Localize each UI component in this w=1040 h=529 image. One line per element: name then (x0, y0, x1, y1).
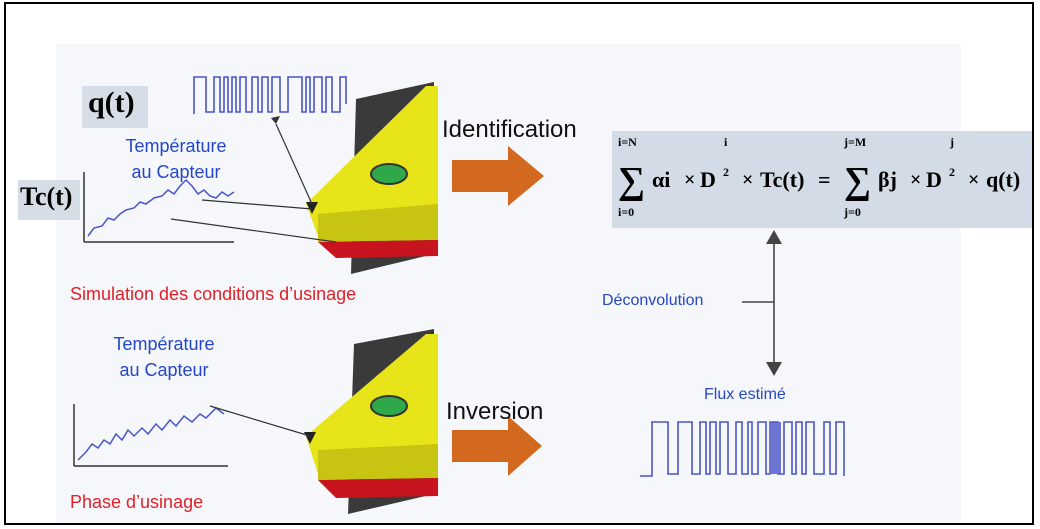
top-tool-graphic (170, 82, 438, 274)
bottom-temperature-plot (73, 404, 228, 467)
rhs-times-1: × (910, 169, 922, 191)
identification-arrow (452, 146, 544, 206)
top-temperature-label-line1: Température (125, 136, 227, 156)
rhs-exponent-num: j (950, 135, 954, 149)
tc-label-box (18, 180, 80, 220)
equals-sign: = (818, 167, 831, 192)
machining-phase-caption: Phase d’usinage (70, 492, 204, 512)
bottom-temperature-label-line2: au Capteur (119, 360, 209, 380)
lhs-exponent-num: i (724, 135, 728, 149)
rhs-term: q(t) (986, 167, 1021, 192)
lhs-times-1: × (684, 169, 696, 191)
q-label: q(t) (88, 86, 135, 119)
q-label-box (82, 86, 148, 128)
lhs-operator-d: D (700, 167, 716, 192)
bottom-tool-graphic (209, 329, 438, 514)
estimated-flux-label: Flux estimé (704, 386, 786, 403)
rhs-sum-lower: j=0 (844, 205, 861, 219)
estimated-flux-dense-segment (771, 422, 781, 474)
top-temperature-plot (83, 172, 235, 243)
lhs-sum-symbol: ∑ (618, 160, 646, 202)
identification-label: Identification (442, 116, 577, 143)
tc-label: Tc(t) (20, 182, 73, 211)
rhs-operator-d: D (926, 167, 942, 192)
simulation-caption: Simulation des conditions d’usinage (70, 284, 357, 304)
rhs-sum-upper: j=M (844, 135, 867, 149)
rhs-sum-symbol: ∑ (844, 160, 872, 202)
estimated-flux-signal (640, 421, 845, 477)
lhs-sum-lower: i=0 (618, 205, 635, 219)
rhs-exponent-den: 2 (949, 165, 955, 179)
input-flux-signal (193, 76, 347, 114)
lhs-coefficient: αi (652, 167, 671, 192)
lhs-exponent-den: 2 (723, 165, 729, 179)
lhs-sum-upper: i=N (618, 135, 637, 149)
rhs-coefficient: βj (878, 167, 897, 192)
figure-frame: q(t) Tc(t) Température au Capteur Simula… (4, 2, 1034, 525)
deconvolution-label: Déconvolution (602, 292, 704, 309)
deconvolution-arrow (742, 230, 782, 376)
transfer-equation: i=N ∑ i=0 αi × D i 2 × Tc(t) = j=M ∑ j=0… (612, 131, 1032, 228)
rhs-times-2: × (968, 169, 980, 191)
diagram-graphics (73, 76, 845, 514)
lhs-times-2: × (742, 169, 754, 191)
inversion-arrow (452, 416, 542, 476)
inversion-label: Inversion (446, 398, 544, 425)
bottom-temperature-label-line1: Température (113, 334, 215, 354)
lhs-term: Tc(t) (760, 167, 805, 192)
top-temperature-label-line2: au Capteur (131, 162, 221, 182)
